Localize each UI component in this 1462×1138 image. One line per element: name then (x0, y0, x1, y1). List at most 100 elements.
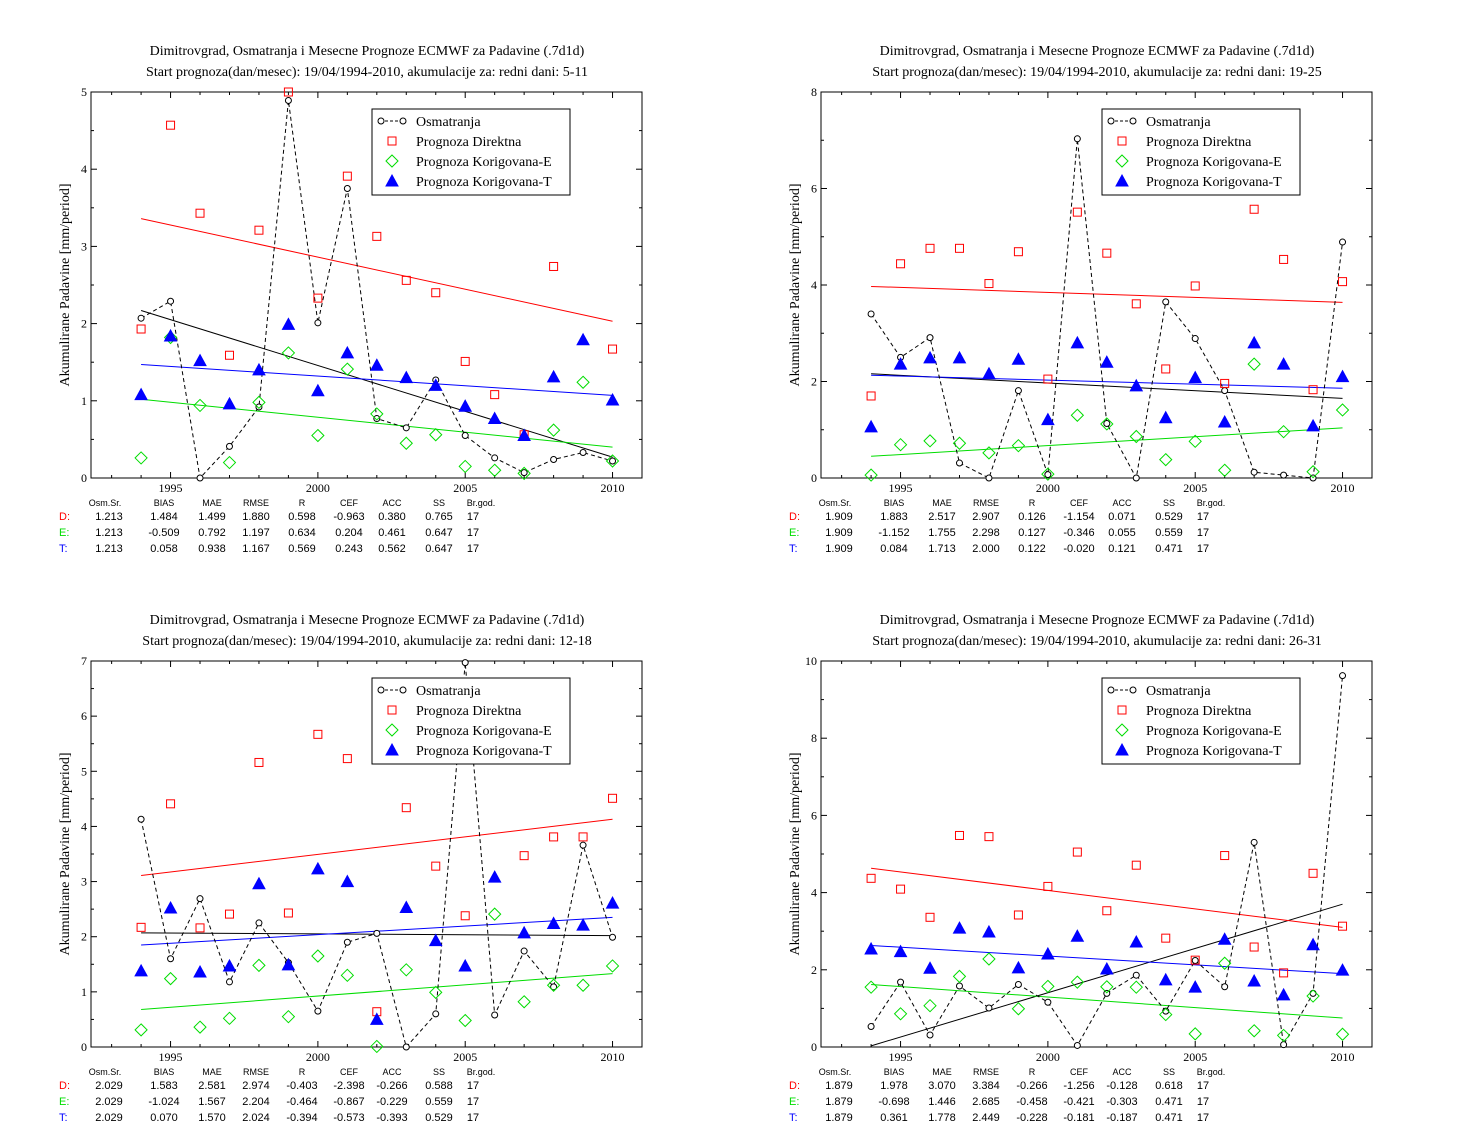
y-axis-label: Akumulirane Padavine [mm/period] (788, 184, 803, 387)
data-point-d (1131, 860, 1141, 870)
stats-cell: 0.529 (1155, 511, 1183, 523)
data-point-d (896, 259, 906, 269)
stats-row-label: E: (789, 527, 799, 539)
y-tick-label: 0 (811, 471, 817, 485)
chart-title: Dimitrovgrad, Osmatranja i Mesecne Progn… (880, 44, 1315, 59)
data-point-t (1247, 335, 1261, 349)
data-point-obs (955, 459, 963, 467)
stats-header-cell: Br.god. (1197, 1067, 1226, 1077)
data-point-e (487, 463, 502, 477)
data-point-e (193, 1020, 207, 1034)
chart-panel-2: Dimitrovgrad, Osmatranja i Mesecne Progn… (788, 44, 1373, 555)
stats-row-label: T: (789, 543, 798, 555)
data-point-obs (926, 1031, 934, 1039)
stats-cell: 3.070 (928, 1080, 956, 1092)
stats-cell: 1.213 (95, 527, 123, 539)
data-point-e (1188, 434, 1202, 449)
data-point-obs (491, 454, 499, 462)
data-point-d (549, 832, 559, 842)
x-tick-label: 2000 (306, 481, 330, 495)
x-tick-label: 2010 (1331, 1050, 1355, 1064)
stats-row: D: 2.029 1.583 2.581 2.974 -0.403 -2.398 -0.266… (59, 1080, 479, 1092)
data-point-e (340, 968, 355, 983)
stats-header-cell: Osm.Sr. (819, 1067, 852, 1077)
legend-label: Prognoza Direktna (416, 704, 522, 719)
data-point-t (428, 933, 443, 947)
chart-subtitle: Start prognoza(dan/mesec): 19/04/1994-20… (146, 65, 588, 80)
data-point-d (460, 356, 470, 366)
y-tick-label: 7 (81, 654, 87, 668)
stats-cell: -1.256 (1063, 1080, 1094, 1092)
data-point-obs (1132, 474, 1140, 482)
data-point-e (134, 451, 148, 465)
x-tick-label: 2005 (1183, 1050, 1207, 1064)
data-point-obs (402, 1043, 410, 1051)
legend-label: Prognoza Direktna (416, 135, 522, 150)
data-point-obs (926, 334, 934, 342)
data-point-t (546, 369, 561, 383)
data-point-d (401, 275, 411, 285)
data-point-t (399, 900, 414, 913)
data-point-t (1099, 355, 1114, 368)
stats-cell: 2.581 (198, 1080, 226, 1092)
stats-header-cell: MAE (202, 498, 222, 508)
x-tick-label: 2005 (453, 1050, 477, 1064)
data-point-d (1190, 955, 1200, 965)
x-tick-label: 2000 (1036, 1050, 1060, 1064)
legend-marker (1117, 136, 1127, 146)
stats-row: T: 2.029 0.070 1.570 2.024 -0.394 -0.573 -0.393… (59, 1112, 479, 1124)
data-point-e (281, 346, 296, 360)
data-point-d (195, 923, 205, 933)
data-point-t (923, 961, 937, 974)
legend-box (371, 108, 571, 196)
stats-header-cell: Osm.Sr. (89, 498, 122, 508)
stats-cell: 2.685 (972, 1096, 1000, 1108)
data-point-t (163, 900, 178, 914)
stats-cell: -0.303 (1106, 1096, 1137, 1108)
stats-row: D: 1.909 1.883 2.517 2.907 0.126 -1.154 0.071 0.… (789, 511, 1209, 523)
data-point-e (952, 969, 967, 984)
stats-cell: -0.403 (286, 1080, 317, 1092)
y-tick-label: 2 (811, 375, 817, 389)
legend-label: Prognoza Direktna (1146, 704, 1252, 719)
stats-header-cell: Br.god. (467, 498, 496, 508)
stats-cell: 1.567 (198, 1096, 226, 1108)
stats-cell: 1.713 (928, 543, 956, 555)
data-point-e (517, 466, 531, 481)
stats-cell: 1.755 (928, 527, 956, 539)
stats-header-cell: CEF (1070, 1067, 1089, 1077)
data-point-obs (432, 1010, 440, 1018)
data-point-e (1011, 438, 1026, 453)
data-point-obs (343, 185, 351, 192)
stats-cell: 17 (467, 1080, 479, 1092)
data-point-t (281, 317, 296, 330)
data-point-t (576, 332, 590, 346)
data-point-t (1306, 937, 1320, 951)
data-point-e (222, 1011, 237, 1026)
stats-cell: -0.266 (376, 1080, 407, 1092)
stats-cell: 2.449 (972, 1112, 1000, 1124)
data-point-d (136, 324, 146, 334)
y-tick-label: 1 (81, 394, 87, 408)
stats-cell: 1.879 (825, 1112, 853, 1124)
data-point-e (370, 1039, 384, 1054)
stats-cell: 0.121 (1108, 543, 1136, 555)
data-point-t (517, 428, 531, 442)
data-point-e (252, 958, 266, 973)
data-point-d (313, 293, 323, 303)
stats-cell: -0.421 (1063, 1096, 1094, 1108)
stats-cell: 17 (467, 1096, 479, 1108)
stats-header-cell: MAE (932, 498, 952, 508)
data-point-obs (1044, 471, 1052, 479)
data-point-obs (520, 947, 528, 955)
data-point-obs (1221, 983, 1229, 991)
legend-marker (1129, 117, 1137, 125)
data-point-d (1279, 968, 1289, 978)
trend-line-e (141, 398, 613, 448)
stats-cell: 2.000 (972, 543, 1000, 555)
data-point-t (952, 921, 967, 934)
stats-cell: 1.880 (242, 511, 270, 523)
trend-line-obs (140, 309, 613, 458)
x-tick-label: 2010 (601, 1050, 625, 1064)
data-point-d (1131, 299, 1141, 309)
